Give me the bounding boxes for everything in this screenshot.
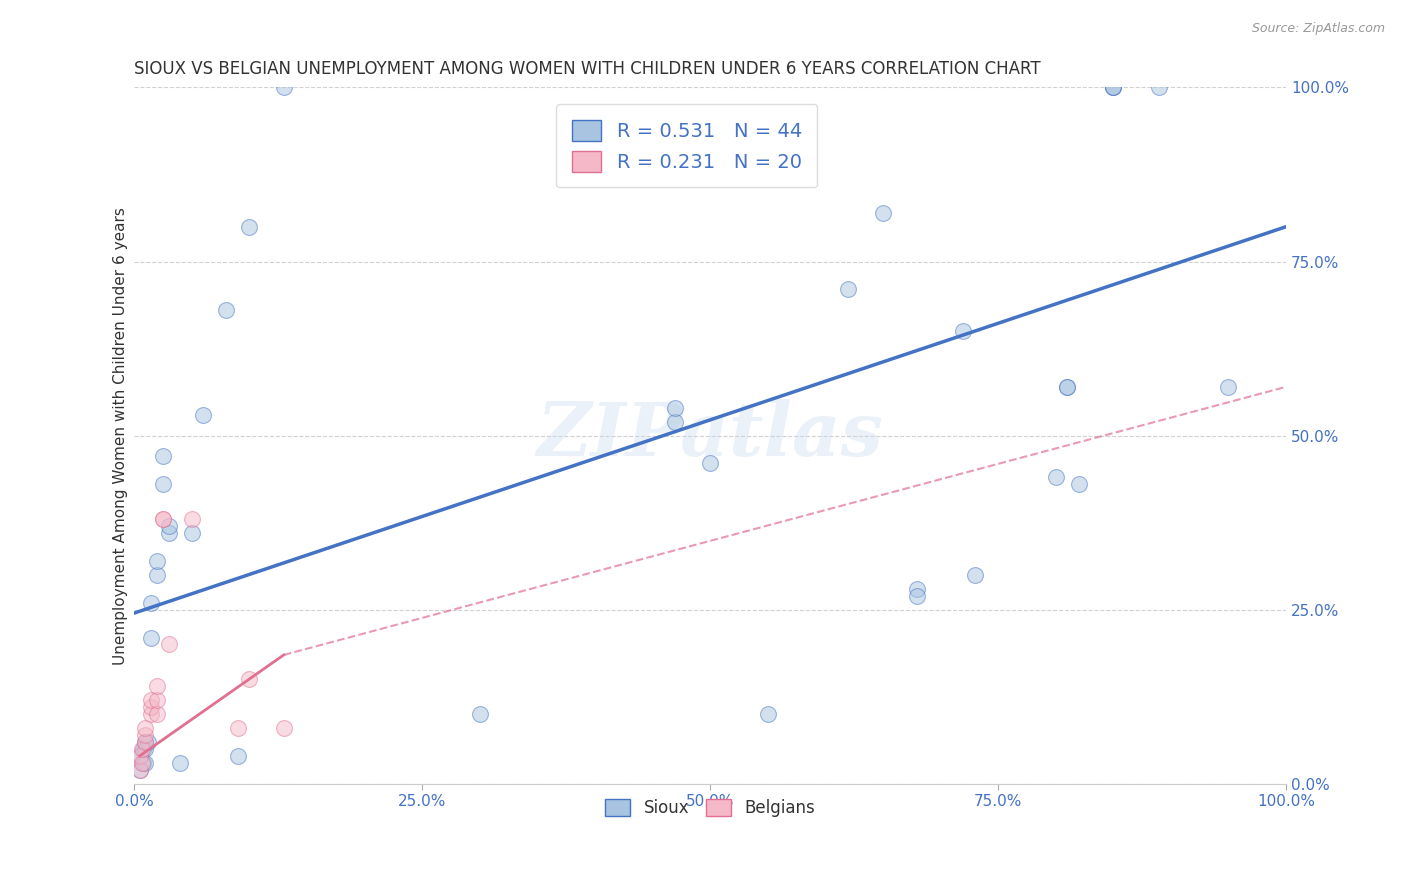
Point bbox=[273, 80, 295, 95]
Point bbox=[756, 707, 779, 722]
Point bbox=[134, 756, 156, 770]
Point bbox=[664, 401, 686, 415]
Point bbox=[1067, 477, 1090, 491]
Point bbox=[1147, 80, 1170, 95]
Point bbox=[468, 707, 491, 722]
Point bbox=[905, 589, 928, 603]
Point bbox=[152, 512, 174, 526]
Point bbox=[157, 526, 180, 541]
Point bbox=[238, 673, 260, 687]
Point bbox=[146, 679, 169, 693]
Point bbox=[146, 707, 169, 722]
Point bbox=[157, 638, 180, 652]
Point bbox=[157, 519, 180, 533]
Point bbox=[146, 567, 169, 582]
Point bbox=[1056, 380, 1078, 394]
Point bbox=[128, 763, 150, 777]
Point bbox=[191, 408, 214, 422]
Text: ZIPatlas: ZIPatlas bbox=[537, 400, 883, 472]
Point bbox=[1102, 80, 1125, 95]
Text: SIOUX VS BELGIAN UNEMPLOYMENT AMONG WOMEN WITH CHILDREN UNDER 6 YEARS CORRELATIO: SIOUX VS BELGIAN UNEMPLOYMENT AMONG WOME… bbox=[134, 60, 1040, 78]
Point bbox=[141, 700, 163, 714]
Point bbox=[141, 707, 163, 722]
Point bbox=[146, 554, 169, 568]
Point bbox=[837, 282, 859, 296]
Point bbox=[128, 763, 150, 777]
Point bbox=[152, 512, 174, 526]
Point bbox=[134, 735, 156, 749]
Point bbox=[134, 728, 156, 742]
Point bbox=[131, 756, 153, 770]
Point bbox=[273, 721, 295, 735]
Point bbox=[963, 567, 986, 582]
Point bbox=[215, 303, 238, 318]
Point bbox=[226, 748, 249, 763]
Point bbox=[132, 756, 155, 770]
Point bbox=[664, 415, 686, 429]
Point bbox=[699, 457, 721, 471]
Point bbox=[152, 477, 174, 491]
Point bbox=[952, 324, 974, 338]
Point bbox=[905, 582, 928, 596]
Point bbox=[180, 512, 202, 526]
Text: Source: ZipAtlas.com: Source: ZipAtlas.com bbox=[1251, 22, 1385, 36]
Point bbox=[1218, 380, 1240, 394]
Point bbox=[141, 693, 163, 707]
Point bbox=[128, 748, 150, 763]
Point bbox=[169, 756, 191, 770]
Y-axis label: Unemployment Among Women with Children Under 6 years: Unemployment Among Women with Children U… bbox=[114, 207, 128, 665]
Point bbox=[1056, 380, 1078, 394]
Point bbox=[238, 219, 260, 234]
Legend: Sioux, Belgians: Sioux, Belgians bbox=[599, 793, 821, 824]
Point bbox=[134, 742, 156, 756]
Point bbox=[180, 526, 202, 541]
Point bbox=[131, 742, 153, 756]
Point bbox=[872, 206, 894, 220]
Point bbox=[134, 735, 156, 749]
Point bbox=[134, 721, 156, 735]
Point bbox=[146, 693, 169, 707]
Point bbox=[128, 748, 150, 763]
Point bbox=[226, 721, 249, 735]
Point bbox=[136, 735, 159, 749]
Point bbox=[1045, 470, 1067, 484]
Point bbox=[141, 596, 163, 610]
Point bbox=[152, 450, 174, 464]
Point bbox=[141, 631, 163, 645]
Point bbox=[1102, 80, 1125, 95]
Point bbox=[132, 742, 155, 756]
Point bbox=[1102, 80, 1125, 95]
